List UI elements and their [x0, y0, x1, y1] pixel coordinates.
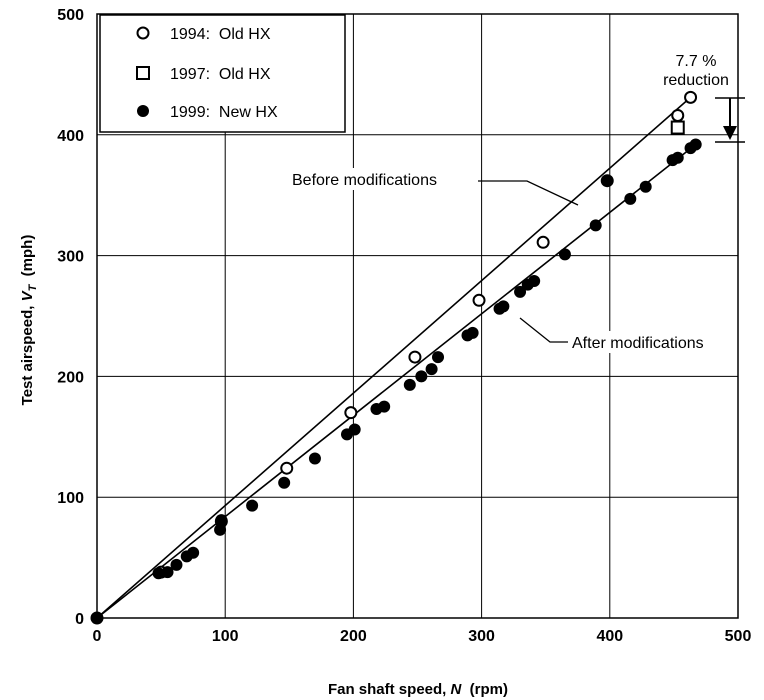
point-1999 [91, 612, 103, 624]
legend-filled-circle-marker [137, 105, 149, 117]
x-tick-label: 0 [93, 628, 102, 645]
legend-open-square-marker [136, 66, 150, 80]
point-1999 [308, 452, 321, 465]
x-tick-label: 500 [725, 628, 752, 645]
point-1999 [466, 326, 479, 339]
x-tick-label: 300 [468, 628, 495, 645]
after-modifications-label: After modifications [572, 335, 704, 352]
x-tick-label: 400 [596, 628, 623, 645]
reduction-text-label: reduction [663, 72, 729, 89]
y-tick-label: 200 [57, 369, 84, 386]
point-1997 [670, 120, 685, 135]
point-1994 [408, 350, 422, 364]
point-1999 [415, 370, 428, 383]
point-1999 [528, 274, 541, 287]
x-tick-label: 100 [212, 628, 239, 645]
x-tick-label: 200 [340, 628, 367, 645]
legend: 1994: Old HX 1997: Old HX 1999: New HX [99, 14, 346, 133]
before-modifications-line [96, 96, 692, 619]
point-1999 [214, 523, 227, 536]
point-1999 [348, 423, 361, 436]
point-1999 [514, 285, 527, 298]
point-1999 [187, 546, 200, 559]
point-1999 [497, 300, 510, 313]
point-1999 [689, 138, 702, 151]
point-1999 [558, 248, 571, 261]
y-tick-label: 0 [75, 611, 84, 628]
y-tick-labels: 0 100 200 300 400 500 [57, 7, 84, 628]
y-tick-label: 300 [57, 249, 84, 266]
after-modifications-line [96, 143, 697, 619]
y-tick-label: 500 [57, 7, 84, 24]
before-modifications-label: Before modifications [292, 172, 437, 189]
y-tick-label: 400 [57, 128, 84, 145]
reduction-arrow-head [723, 126, 737, 140]
point-1999 [425, 363, 438, 376]
point-1999 [215, 514, 228, 527]
data-points [90, 90, 702, 625]
point-1994 [536, 235, 550, 249]
point-1999 [161, 566, 174, 579]
before-label-bg [289, 168, 477, 190]
legend-label-1997: 1997: Old HX [170, 66, 271, 83]
point-1994 [344, 406, 358, 420]
point-1994 [684, 90, 698, 104]
y-tick-label: 100 [57, 490, 84, 507]
point-1994 [280, 461, 294, 475]
point-1999 [278, 476, 291, 489]
point-1999 [432, 351, 445, 364]
legend-open-circle-marker [136, 26, 150, 40]
point-1999 [170, 558, 183, 571]
plot-frame [96, 13, 739, 619]
point-1999 [378, 400, 391, 413]
point-1999 [639, 180, 652, 193]
before-leader-line [478, 180, 579, 206]
legend-label-1999: 1999: New HX [170, 104, 278, 121]
x-axis-label: Fan shaft speed, N (rpm) [328, 681, 508, 698]
legend-label-1994: 1994: Old HX [170, 26, 271, 43]
point-1994 [671, 108, 685, 122]
reduction-label-bg [662, 62, 726, 90]
point-1999 [601, 174, 614, 187]
after-leader-line [519, 317, 568, 343]
after-label-bg [569, 331, 737, 353]
point-1999 [246, 499, 259, 512]
point-1999 [624, 192, 637, 205]
x-tick-labels: 0 100 200 300 400 500 [93, 628, 752, 645]
reduction-value-label: 7.7 % [676, 53, 717, 70]
point-1999 [589, 219, 602, 232]
point-1999 [403, 378, 416, 391]
point-1999 [671, 151, 684, 164]
y-axis-label: Test airspeed, VT (mph) [19, 235, 39, 406]
point-1999 [152, 567, 165, 580]
point-1994 [472, 293, 486, 307]
